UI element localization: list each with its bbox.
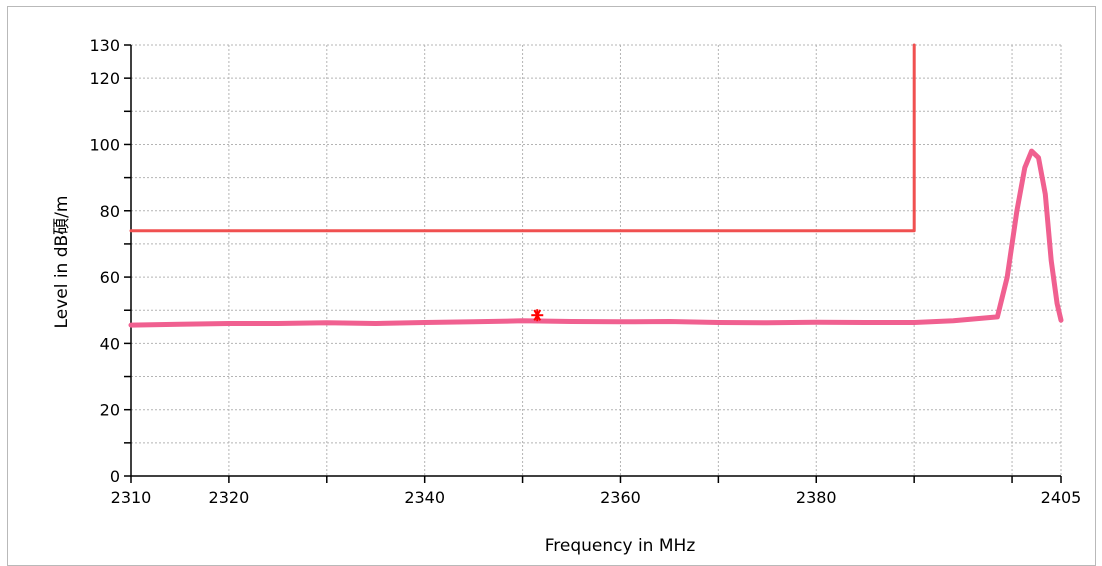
series-trace-line — [128, 148, 1064, 328]
y-tick-label-0: 0 — [110, 467, 120, 486]
y-tick-label-5: 100 — [89, 135, 120, 154]
x-tick-label-3: 2360 — [600, 488, 641, 507]
x-tick-label-0: 2310 — [111, 488, 152, 507]
x-tick-label-4: 2380 — [796, 488, 837, 507]
y-tick-label-3: 60 — [100, 268, 120, 287]
y-tick-label-1: 20 — [100, 401, 120, 420]
y-tick-label-2: 40 — [100, 334, 120, 353]
x-axis-title: Frequency in MHz — [545, 536, 696, 555]
y-tick-label-7: 130 — [89, 36, 120, 55]
x-tick-label-5: 2405 — [1041, 488, 1082, 507]
marker-layer — [531, 309, 544, 322]
grid-lines — [130, 44, 1062, 477]
y-axis-title: Level in dB碩/m — [52, 196, 72, 329]
tick-labels: 0 20 40 60 80 100 120 130 2310 2320 2340 2360 2380 24… — [89, 36, 1081, 507]
marker-asterisk-0 — [531, 309, 544, 322]
x-tick-label-2: 2340 — [404, 488, 445, 507]
y-tick-label-6: 120 — [89, 69, 120, 88]
x-tick-label-1: 2320 — [209, 488, 250, 507]
axes — [124, 44, 1062, 483]
series-limit-line — [129, 43, 916, 233]
y-tick-label-4: 80 — [100, 202, 120, 221]
series-layer — [128, 43, 1064, 328]
